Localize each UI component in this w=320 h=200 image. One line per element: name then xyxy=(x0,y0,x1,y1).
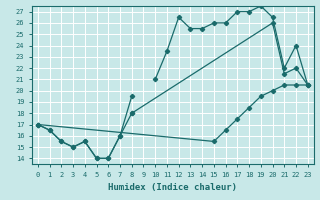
X-axis label: Humidex (Indice chaleur): Humidex (Indice chaleur) xyxy=(108,183,237,192)
